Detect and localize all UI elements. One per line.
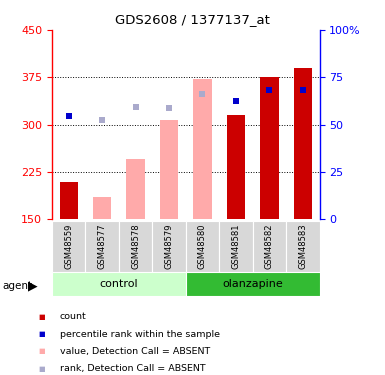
Bar <box>52 272 186 296</box>
Text: control: control <box>100 279 138 289</box>
Bar <box>119 221 152 272</box>
Bar <box>186 272 320 296</box>
Text: value, Detection Call = ABSENT: value, Detection Call = ABSENT <box>60 347 210 356</box>
Text: GDS2608 / 1377137_at: GDS2608 / 1377137_at <box>115 13 270 26</box>
Bar <box>186 221 219 272</box>
Bar <box>160 120 178 219</box>
Text: rank, Detection Call = ABSENT: rank, Detection Call = ABSENT <box>60 364 205 373</box>
Bar <box>286 221 320 272</box>
Bar <box>193 79 212 219</box>
Text: GSM48583: GSM48583 <box>298 224 307 269</box>
Text: GSM48580: GSM48580 <box>198 224 207 269</box>
Text: ■: ■ <box>38 366 45 372</box>
Text: count: count <box>60 312 86 321</box>
Bar <box>260 77 279 219</box>
Bar <box>227 115 245 219</box>
Bar <box>93 197 111 219</box>
Text: percentile rank within the sample: percentile rank within the sample <box>60 330 220 339</box>
Bar <box>253 221 286 272</box>
Text: GSM48582: GSM48582 <box>265 224 274 269</box>
Bar <box>52 221 85 272</box>
Text: GSM48579: GSM48579 <box>164 224 174 269</box>
Bar <box>60 182 78 219</box>
Bar <box>152 221 186 272</box>
Bar <box>294 68 312 219</box>
Text: GSM48578: GSM48578 <box>131 224 140 269</box>
Text: ■: ■ <box>38 331 45 337</box>
Text: GSM48577: GSM48577 <box>98 224 107 269</box>
Text: ■: ■ <box>38 314 45 320</box>
Text: agent: agent <box>2 281 32 291</box>
Bar <box>126 159 145 219</box>
Text: ■: ■ <box>38 348 45 354</box>
Text: olanzapine: olanzapine <box>222 279 283 289</box>
Text: GSM48581: GSM48581 <box>231 224 241 269</box>
Text: GSM48559: GSM48559 <box>64 224 73 269</box>
Bar <box>85 221 119 272</box>
Bar <box>219 221 253 272</box>
Text: ▶: ▶ <box>28 279 38 292</box>
